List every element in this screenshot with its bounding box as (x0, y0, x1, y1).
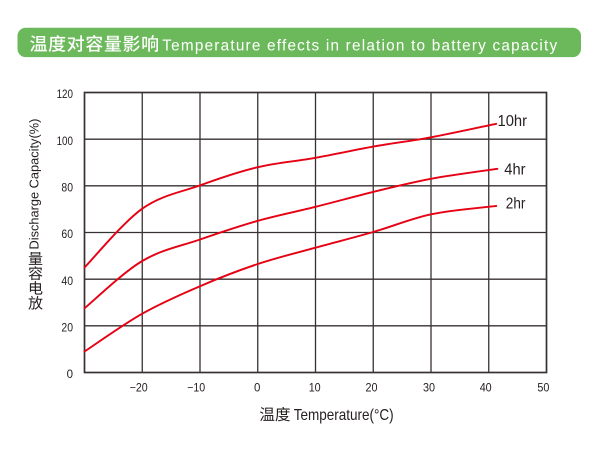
svg-text:2hr: 2hr (506, 195, 526, 212)
svg-text:Discharge Capacity(%): Discharge Capacity(%) (27, 119, 42, 250)
svg-text:20: 20 (61, 323, 73, 335)
svg-text:40: 40 (480, 383, 492, 395)
svg-text:−20: −20 (130, 383, 148, 395)
svg-text:10hr: 10hr (498, 113, 528, 130)
svg-text:60: 60 (61, 229, 73, 241)
svg-text:Temperature(°C): Temperature(°C) (294, 407, 394, 424)
svg-text:Temperature effects in relatio: Temperature effects in relation to batte… (162, 37, 558, 54)
svg-text:4hr: 4hr (504, 161, 526, 178)
svg-text:120: 120 (57, 89, 73, 101)
svg-text:80: 80 (61, 183, 73, 195)
svg-text:−10: −10 (187, 383, 205, 395)
svg-text:100: 100 (57, 136, 73, 148)
svg-text:20: 20 (366, 383, 378, 395)
svg-text:0: 0 (67, 369, 73, 381)
svg-text:50: 50 (537, 383, 549, 395)
svg-text:10: 10 (309, 383, 321, 395)
svg-text:40: 40 (61, 276, 73, 288)
svg-text:30: 30 (423, 383, 435, 395)
svg-text:0: 0 (254, 383, 260, 395)
